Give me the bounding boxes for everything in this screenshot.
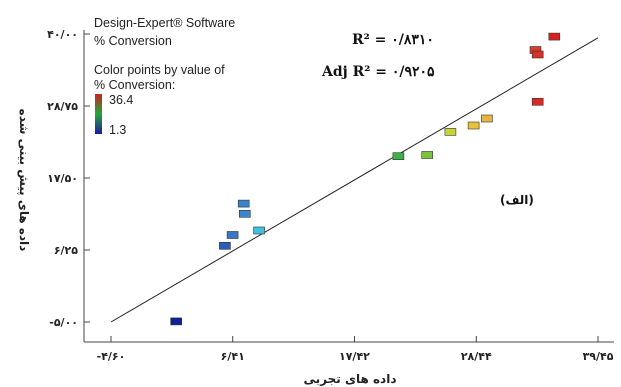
data-point	[219, 242, 231, 250]
data-point	[170, 317, 182, 326]
x-tick-label: -۴/۶۰	[97, 350, 126, 363]
data-point	[226, 231, 239, 239]
data-point	[421, 151, 434, 159]
software-title: Design-Expert® Software	[94, 16, 235, 30]
x-tick-label: ۳۹/۴۵	[583, 350, 614, 363]
data-point	[253, 226, 265, 235]
data-point	[237, 199, 250, 208]
fit-line	[110, 37, 599, 323]
x-ticks: -۴/۶۰ ۶/۴۱ ۱۷/۴۲ ۲۸/۴۴ ۳۹/۴۵	[97, 336, 614, 363]
y-tick-label: ۴۰/۰۰	[47, 28, 78, 41]
x-axis-title: داده های تجربی	[304, 372, 397, 386]
legend-title-line1: Color points by value of	[94, 63, 225, 77]
y-ticks: -۵/۰۰ ۶/۲۵ ۱۷/۵۰ ۲۸/۷۵ ۴۰/۰۰	[47, 28, 90, 329]
legend-min-label: 1.3	[109, 123, 126, 137]
response-name: % Conversion	[94, 34, 172, 48]
x-tick-label: ۲۸/۴۴	[461, 350, 492, 363]
y-tick-label: ۲۸/۷۵	[47, 100, 78, 113]
x-tick-label: ۶/۴۱	[221, 350, 245, 363]
data-point	[239, 210, 251, 218]
data-points	[170, 32, 561, 326]
data-point	[467, 121, 480, 130]
axes	[83, 30, 614, 343]
data-point	[531, 50, 544, 59]
adj-r-squared: Adj R² = ۰/۹۲۰۵	[321, 64, 435, 80]
data-point	[531, 98, 544, 106]
y-tick-label: -۵/۰۰	[49, 316, 78, 329]
x-tick-label: ۱۷/۴۲	[339, 350, 370, 363]
y-tick-label: ۱۷/۵۰	[47, 172, 78, 185]
data-point	[548, 32, 561, 41]
color-legend: Color points by value of % Conversion: 3…	[94, 63, 225, 137]
data-point	[481, 114, 493, 123]
panel-label: (الف)	[500, 193, 534, 207]
legend-title-line2: % Conversion:	[94, 78, 175, 92]
data-point	[392, 152, 405, 160]
r-squared: R² = ۰/۸۳۱۰	[352, 32, 434, 48]
y-axis-title: داده های پیش بینی شده	[17, 109, 31, 252]
data-point	[444, 128, 457, 136]
legend-max-label: 36.4	[109, 93, 133, 107]
y-tick-label: ۶/۲۵	[54, 244, 78, 257]
legend-colorbar	[95, 94, 102, 134]
